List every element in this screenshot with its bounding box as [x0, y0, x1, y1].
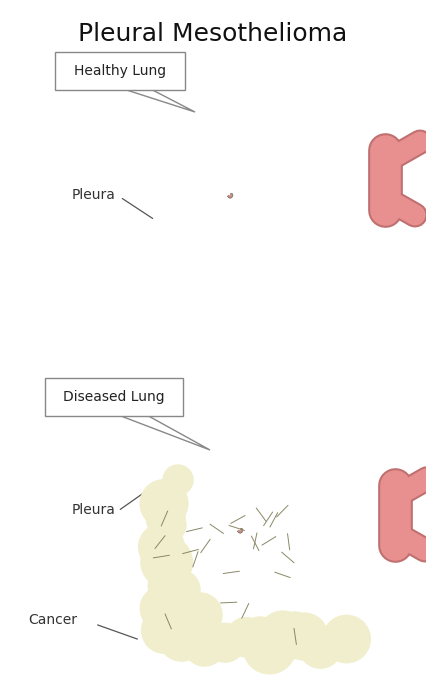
Circle shape	[243, 621, 295, 674]
Circle shape	[138, 524, 184, 570]
Text: Cancer: Cancer	[28, 613, 77, 627]
Polygon shape	[228, 194, 231, 197]
Circle shape	[141, 536, 192, 588]
Circle shape	[154, 509, 186, 541]
Polygon shape	[238, 529, 242, 533]
Circle shape	[257, 611, 308, 661]
Polygon shape	[228, 194, 231, 197]
Circle shape	[298, 626, 341, 668]
Circle shape	[278, 612, 310, 644]
Circle shape	[159, 617, 203, 661]
FancyBboxPatch shape	[45, 378, 183, 416]
Polygon shape	[126, 90, 195, 112]
Polygon shape	[238, 529, 241, 532]
Circle shape	[280, 613, 327, 660]
Polygon shape	[239, 529, 240, 531]
Polygon shape	[121, 416, 210, 450]
FancyBboxPatch shape	[55, 52, 184, 90]
Polygon shape	[238, 529, 242, 533]
Text: Pleura: Pleura	[72, 188, 115, 202]
Circle shape	[140, 480, 187, 528]
Circle shape	[141, 607, 187, 654]
Circle shape	[322, 615, 369, 663]
Polygon shape	[238, 529, 241, 532]
Circle shape	[242, 617, 277, 653]
Polygon shape	[229, 194, 230, 196]
Text: Healthy Lung: Healthy Lung	[74, 64, 166, 78]
Circle shape	[140, 586, 184, 630]
Circle shape	[226, 618, 265, 657]
Circle shape	[143, 543, 177, 577]
Text: Pleura: Pleura	[72, 503, 115, 517]
Circle shape	[163, 465, 193, 495]
Text: Pleural Mesothelioma: Pleural Mesothelioma	[78, 22, 347, 46]
Circle shape	[146, 500, 184, 538]
Circle shape	[183, 624, 225, 666]
Text: Diseased Lung: Diseased Lung	[63, 390, 164, 404]
Circle shape	[148, 566, 187, 605]
Polygon shape	[228, 194, 231, 197]
Circle shape	[178, 593, 222, 637]
Circle shape	[205, 624, 244, 662]
Circle shape	[160, 570, 199, 610]
Polygon shape	[227, 194, 232, 198]
